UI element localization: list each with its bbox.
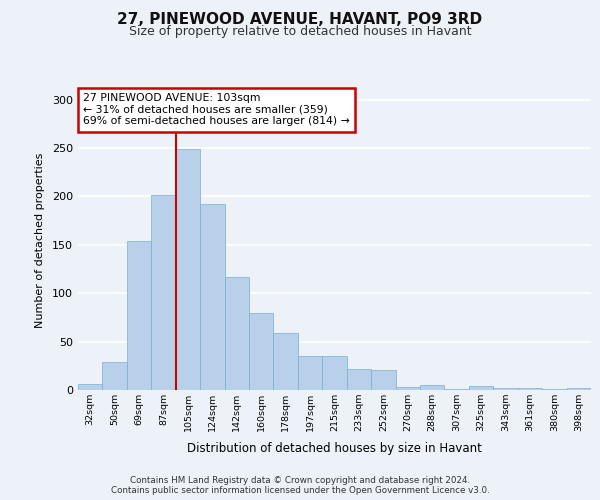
Bar [127,241,151,390]
Bar [274,333,298,390]
Bar [469,386,493,390]
Bar [103,362,127,390]
Text: 27 PINEWOOD AVENUE: 103sqm
← 31% of detached houses are smaller (359)
69% of sem: 27 PINEWOOD AVENUE: 103sqm ← 31% of deta… [83,93,350,126]
Text: 27, PINEWOOD AVENUE, HAVANT, PO9 3RD: 27, PINEWOOD AVENUE, HAVANT, PO9 3RD [118,12,482,28]
Bar [151,196,176,390]
Bar [200,204,224,390]
Bar [542,389,566,390]
Text: Size of property relative to detached houses in Havant: Size of property relative to detached ho… [128,25,472,38]
Bar [298,356,322,390]
Bar [322,356,347,390]
Bar [78,384,103,390]
X-axis label: Distribution of detached houses by size in Havant: Distribution of detached houses by size … [187,442,482,456]
Bar [395,387,420,390]
Bar [224,277,249,390]
Bar [420,385,445,390]
Y-axis label: Number of detached properties: Number of detached properties [35,152,45,328]
Text: Contains HM Land Registry data © Crown copyright and database right 2024.
Contai: Contains HM Land Registry data © Crown c… [110,476,490,495]
Bar [249,312,274,390]
Bar [445,389,469,390]
Bar [176,149,200,390]
Bar [566,388,591,390]
Bar [518,388,542,390]
Bar [371,370,395,390]
Bar [493,388,518,390]
Bar [347,368,371,390]
